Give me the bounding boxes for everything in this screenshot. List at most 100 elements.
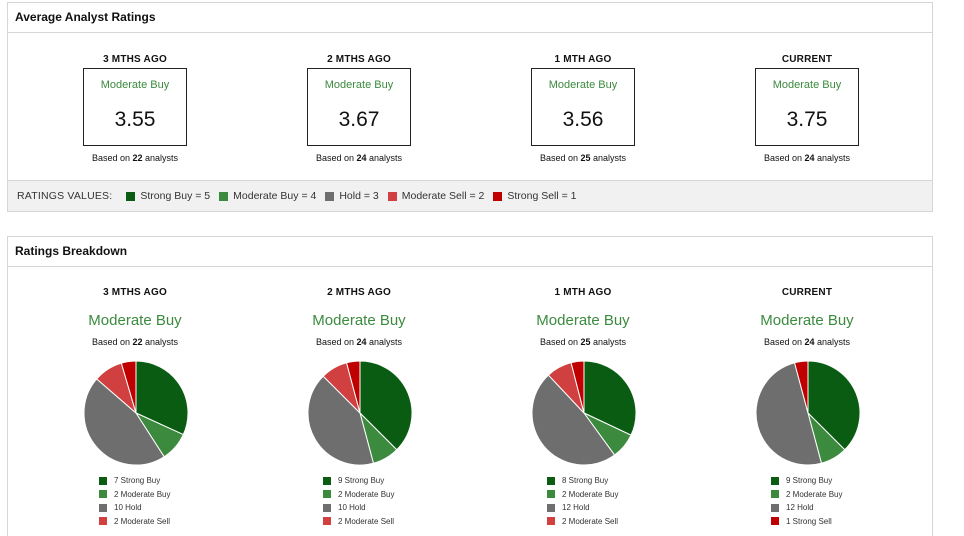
ratings-value-text: Moderate Buy = 4 [233,190,317,202]
pie-slice [531,374,616,466]
avg-score-value: 3.75 [786,108,828,131]
legend-swatch [99,503,107,512]
pie-legend-item: 10 Hold [99,501,170,515]
pie-slice [359,360,413,451]
pie-slice [135,360,189,436]
avg-period-label: 1 MTH AGO [554,54,612,65]
pie-legend-text: 2 Moderate Sell [114,516,171,526]
avg-score-value: 3.67 [338,108,380,131]
breakdown-pie-chart [531,360,637,466]
breakdown-consensus-label: Moderate Buy [536,312,630,329]
legend-swatch [323,503,331,512]
avg-period-label: CURRENT [781,54,833,65]
breakdown-period-label: 3 MTHS AGO [103,287,167,298]
breakdown-based-on-text: Based on 22 analysts [91,337,179,347]
pie-legend-text: 12 Hold [562,503,590,513]
pie-legend-item: 9 Strong Buy [771,474,842,488]
ratings-value-text: Strong Sell = 1 [507,190,577,202]
legend-swatch [771,476,779,485]
breakdown-based-on-text: Based on 25 analysts [539,337,627,347]
pie-legend-item: 12 Hold [547,501,618,515]
breakdown-pie-chart [307,360,413,466]
ratings-breakdown-panel: Ratings Breakdown 3 MTHS AGO Moderate Bu… [7,236,933,536]
ratings-value-entry: Strong Buy = 5 [126,190,210,202]
breakdown-pie-legend: 8 Strong Buy 2 Moderate Buy 12 Hold 2 Moder… [547,474,618,528]
pie-legend-item: 2 Moderate Buy [323,488,394,502]
pie-slice [807,360,861,451]
pie-legend-item: 8 Strong Buy [547,474,618,488]
legend-swatch [547,503,555,512]
breakdown-pie-chart [83,360,189,466]
ratings-value-entry: Moderate Buy = 4 [219,190,316,202]
legend-swatch [325,191,335,201]
breakdown-consensus-label: Moderate Buy [760,312,854,329]
pie-slice [307,375,375,466]
ratings-value-text: Strong Buy = 5 [140,190,211,202]
breakdown-consensus-label: Moderate Buy [312,312,406,329]
legend-swatch [771,503,779,512]
avg-based-on-text: Based on 22 analysts [91,153,179,163]
breakdown-period-label: CURRENT [781,287,833,298]
avg-based-on-text: Based on 24 analysts [763,153,851,163]
breakdown-consensus-label: Moderate Buy [88,312,182,329]
pie-legend-item: 2 Moderate Sell [323,515,394,529]
pie-legend-text: 2 Moderate Sell [562,516,619,526]
pie-slice [120,360,137,414]
legend-swatch [126,191,136,201]
pie-legend-item: 12 Hold [771,501,842,515]
pie-legend-item: 10 Hold [323,501,394,515]
avg-based-on-text: Based on 25 analysts [539,153,627,163]
pie-slice [583,360,637,436]
pie-legend-text: 2 Moderate Buy [562,489,619,499]
avg-consensus-label: Moderate Buy [100,79,170,91]
breakdown-based-on-text: Based on 24 analysts [763,337,851,347]
avg-score-value: 3.55 [114,108,156,131]
legend-swatch [493,191,503,201]
pie-slice [755,362,823,466]
pie-legend-text: 9 Strong Buy [786,476,833,486]
breakdown-pie-legend: 7 Strong Buy 2 Moderate Buy 10 Hold 2 Moder… [99,474,170,528]
legend-swatch [323,476,331,485]
pie-legend-text: 9 Strong Buy [338,476,385,486]
average-analyst-ratings-panel: Average Analyst Ratings 3 MTHS AGO Moder… [7,2,933,212]
pie-legend-item: 7 Strong Buy [99,474,170,488]
pie-slice [793,360,809,414]
pie-legend-item: 2 Moderate Buy [99,488,170,502]
legend-swatch [99,517,107,526]
breakdown-pie-legend: 9 Strong Buy 2 Moderate Buy 12 Hold 1 Stron… [771,474,842,528]
pie-legend-text: 2 Moderate Sell [338,516,395,526]
legend-swatch [387,191,397,201]
pie-legend-text: 10 Hold [114,503,142,513]
avg-based-on-text: Based on 24 analysts [315,153,403,163]
legend-swatch [219,191,229,201]
ratings-values-legend: RATINGS VALUES: Strong Buy = 5 Moderate … [8,180,932,211]
legend-swatch [771,517,779,526]
ratings-value-entry: Hold = 3 [325,190,379,202]
avg-period-label: 2 MTHS AGO [327,54,391,65]
ratings-values-title: RATINGS VALUES: [17,190,113,202]
breakdown-pie-legend: 9 Strong Buy 2 Moderate Buy 10 Hold 2 Moder… [323,474,394,528]
ratings-value-entry: Strong Sell = 1 [493,190,577,202]
ratings-value-text: Moderate Sell = 2 [401,190,485,202]
pie-slice [570,360,585,414]
pie-slice [83,378,165,466]
pie-legend-item: 9 Strong Buy [323,474,394,488]
pie-legend-item: 1 Strong Sell [771,515,842,529]
avg-rating-box: Moderate Buy 3.75 [755,68,859,146]
ratings-value-text: Hold = 3 [339,190,379,202]
legend-swatch [771,490,779,499]
legend-swatch [99,476,107,485]
avg-consensus-label: Moderate Buy [548,79,618,91]
pie-legend-text: 2 Moderate Buy [786,489,843,499]
pie-legend-item: 2 Moderate Sell [99,515,170,529]
legend-swatch [323,517,331,526]
avg-rating-box: Moderate Buy 3.55 [83,68,187,146]
legend-swatch [99,490,107,499]
avg-rating-box: Moderate Buy 3.56 [531,68,635,146]
pie-legend-text: 2 Moderate Buy [338,489,395,499]
legend-swatch [547,490,555,499]
pie-legend-text: 8 Strong Buy [562,476,609,486]
breakdown-period-label: 2 MTHS AGO [327,287,391,298]
legend-swatch [323,490,331,499]
avg-consensus-label: Moderate Buy [324,79,394,91]
